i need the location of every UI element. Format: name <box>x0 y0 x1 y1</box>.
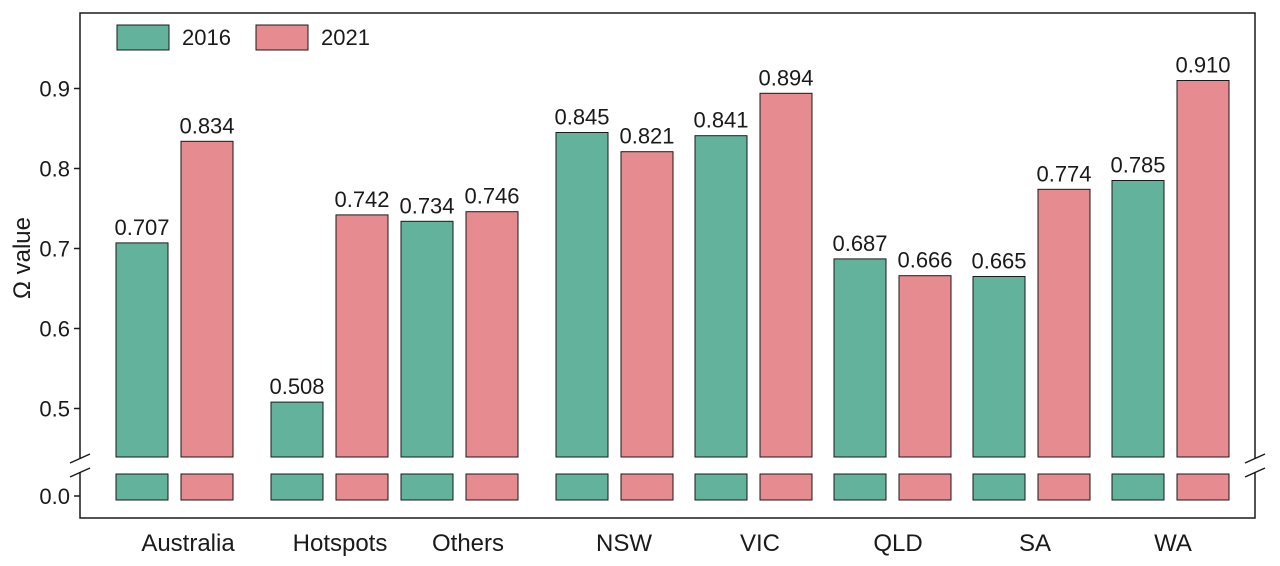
bar-2016-WA <box>1111 180 1165 458</box>
legend: 2016 2021 <box>116 24 370 51</box>
right-break-gap <box>1245 459 1265 472</box>
bar-stub-2021-VIC <box>759 473 813 501</box>
left-break-gap <box>70 459 90 472</box>
bar-2016-Others <box>400 220 454 458</box>
break-slash <box>69 453 91 464</box>
bar-stub-2021-Others <box>465 473 519 501</box>
bar-stub-2021-SA <box>1037 473 1091 501</box>
value-label: 0.687 <box>832 231 887 256</box>
bar-stub-2016-VIC <box>694 473 748 501</box>
legend-swatch-2016 <box>116 24 170 51</box>
bar-2021-NSW <box>620 151 674 458</box>
bar-2021-SA <box>1037 188 1091 458</box>
bar-stub-2016-SA <box>972 473 1026 501</box>
bar-2016-VIC <box>694 135 748 458</box>
bar-2021-VIC <box>759 92 813 458</box>
legend-label-2016: 2016 <box>182 25 231 50</box>
legend-label-2021: 2021 <box>321 25 370 50</box>
bar-2016-NSW <box>555 132 609 458</box>
bar-stub-2021-WA <box>1176 473 1230 501</box>
break-slash <box>1244 453 1266 464</box>
y-tick-label: 0.5 <box>39 397 70 422</box>
value-label: 0.508 <box>269 374 324 399</box>
break-slash <box>69 467 91 478</box>
y-tick-label: 0.9 <box>39 77 70 102</box>
category-label: NSW <box>596 530 652 557</box>
value-label: 0.707 <box>114 215 169 240</box>
category-label: Others <box>432 530 504 557</box>
y-axis-ticks: 0.0 0.5 0.6 0.7 0.8 0.9 <box>39 77 80 509</box>
plot-frame <box>79 12 1256 519</box>
bar-2021-QLD <box>898 275 952 458</box>
value-label: 0.821 <box>619 124 674 149</box>
value-label: 0.785 <box>1110 153 1165 178</box>
category-label: SA <box>1019 530 1051 557</box>
value-label: 0.734 <box>399 193 454 218</box>
bar-stub-2021-NSW <box>620 473 674 501</box>
bar-2016-QLD <box>833 258 887 458</box>
bar-2016-Australia <box>115 242 169 458</box>
category-label: WA <box>1154 530 1192 557</box>
bar-stub-2021-Australia <box>180 473 234 501</box>
break-slash <box>1244 467 1266 478</box>
bars <box>115 80 1230 501</box>
bar-2021-Others <box>465 211 519 458</box>
axis-break-marks <box>69 453 1266 478</box>
value-label: 0.841 <box>693 108 748 133</box>
bar-stub-2016-Others <box>400 473 454 501</box>
bar-stub-2021-QLD <box>898 473 952 501</box>
value-label: 0.834 <box>179 113 234 138</box>
bar-stub-2016-Hotspots <box>270 473 324 501</box>
y-axis-label: Ω value <box>9 217 36 299</box>
y-tick-label: 0.7 <box>39 237 70 262</box>
bar-stub-2016-QLD <box>833 473 887 501</box>
legend-swatch-2021 <box>255 24 309 51</box>
bar-stub-2016-NSW <box>555 473 609 501</box>
y-tick-label: 0.8 <box>39 157 70 182</box>
bar-2021-Hotspots <box>335 214 389 458</box>
bar-stub-2016-WA <box>1111 473 1165 501</box>
y-tick-label: 0.0 <box>39 484 70 509</box>
bar-2021-Australia <box>180 140 234 458</box>
category-label: Australia <box>141 530 235 557</box>
value-label: 0.666 <box>897 248 952 273</box>
bar-stub-2021-Hotspots <box>335 473 389 501</box>
bar-stub-2016-Australia <box>115 473 169 501</box>
y-tick-label: 0.6 <box>39 317 70 342</box>
value-label: 0.910 <box>1175 53 1230 78</box>
category-label: Hotspots <box>293 530 388 557</box>
x-axis-category-labels: Australia Hotspots Others NSW VIC QLD SA WA <box>141 530 1192 557</box>
bar-2016-SA <box>972 276 1026 458</box>
value-label: 0.746 <box>464 184 519 209</box>
value-label: 0.774 <box>1036 161 1091 186</box>
value-label: 0.742 <box>334 187 389 212</box>
value-label: 0.665 <box>971 249 1026 274</box>
value-label: 0.845 <box>554 105 609 130</box>
bar-2016-Hotspots <box>270 401 324 458</box>
value-labels: 0.707 0.834 0.508 0.742 0.734 0.746 0.845 0.821… <box>114 53 1230 400</box>
value-label: 0.894 <box>758 65 813 90</box>
bar-2021-WA <box>1176 80 1230 458</box>
category-label: VIC <box>740 530 780 557</box>
category-label: QLD <box>873 530 922 557</box>
